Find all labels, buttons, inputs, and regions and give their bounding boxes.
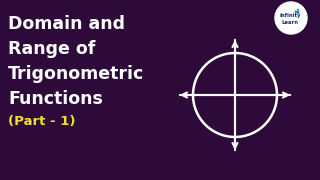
Text: (Part - 1): (Part - 1) (8, 115, 76, 128)
Text: Domain and: Domain and (8, 15, 125, 33)
Text: Infinity: Infinity (279, 12, 301, 17)
Text: Functions: Functions (8, 90, 103, 108)
Text: Learn: Learn (282, 19, 299, 24)
Circle shape (275, 2, 307, 34)
Text: Range of: Range of (8, 40, 95, 58)
Text: Trigonometric: Trigonometric (8, 65, 144, 83)
